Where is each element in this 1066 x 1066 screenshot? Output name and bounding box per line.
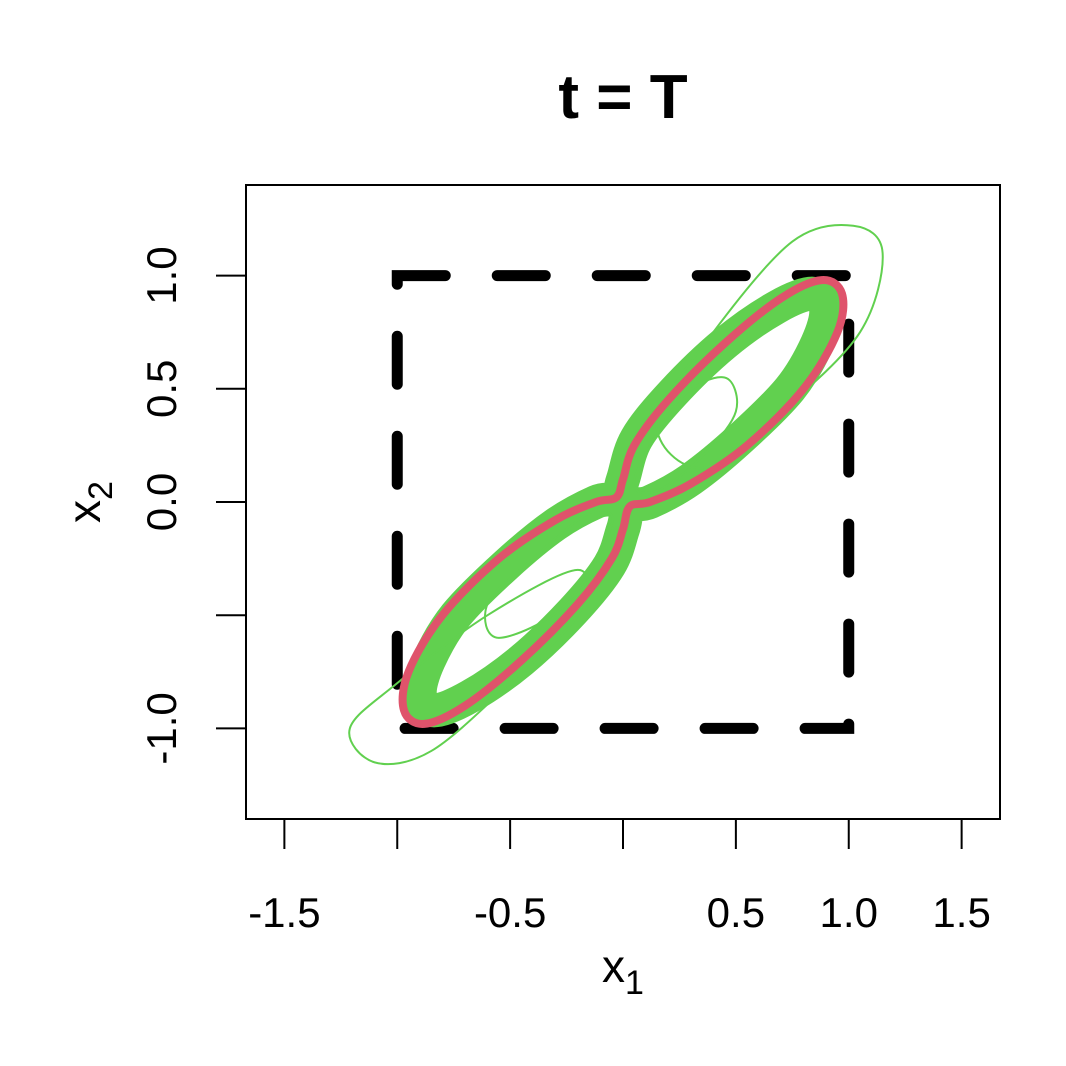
x-tick-label: -1.5 xyxy=(248,889,320,936)
y-axis-label-subscript: 2 xyxy=(82,481,120,500)
x-axis-label-subscript: 1 xyxy=(625,964,644,1002)
curve xyxy=(348,568,589,766)
curve xyxy=(398,276,848,728)
x-tick-label: -0.5 xyxy=(474,889,546,936)
x-tick-label: 1.5 xyxy=(932,889,990,936)
y-tick-label: -1.0 xyxy=(138,692,185,764)
curve xyxy=(402,276,844,728)
reference-square xyxy=(391,270,855,734)
curve xyxy=(484,509,614,639)
x-axis-label-text: x xyxy=(602,940,625,992)
x-tick-label: 0.5 xyxy=(707,889,765,936)
y-tick-label: 0.0 xyxy=(138,473,185,531)
y-tick-label: 1.0 xyxy=(138,246,185,304)
x-axis-label: x1 xyxy=(602,940,644,1002)
x-tick-label: 1.0 xyxy=(820,889,878,936)
chart-title: t = T xyxy=(558,63,687,132)
y-tick-label: 0.5 xyxy=(138,360,185,418)
curve xyxy=(632,376,739,494)
y-axis-label-text: x xyxy=(58,500,110,523)
y-axis-label: x2 xyxy=(58,481,120,523)
